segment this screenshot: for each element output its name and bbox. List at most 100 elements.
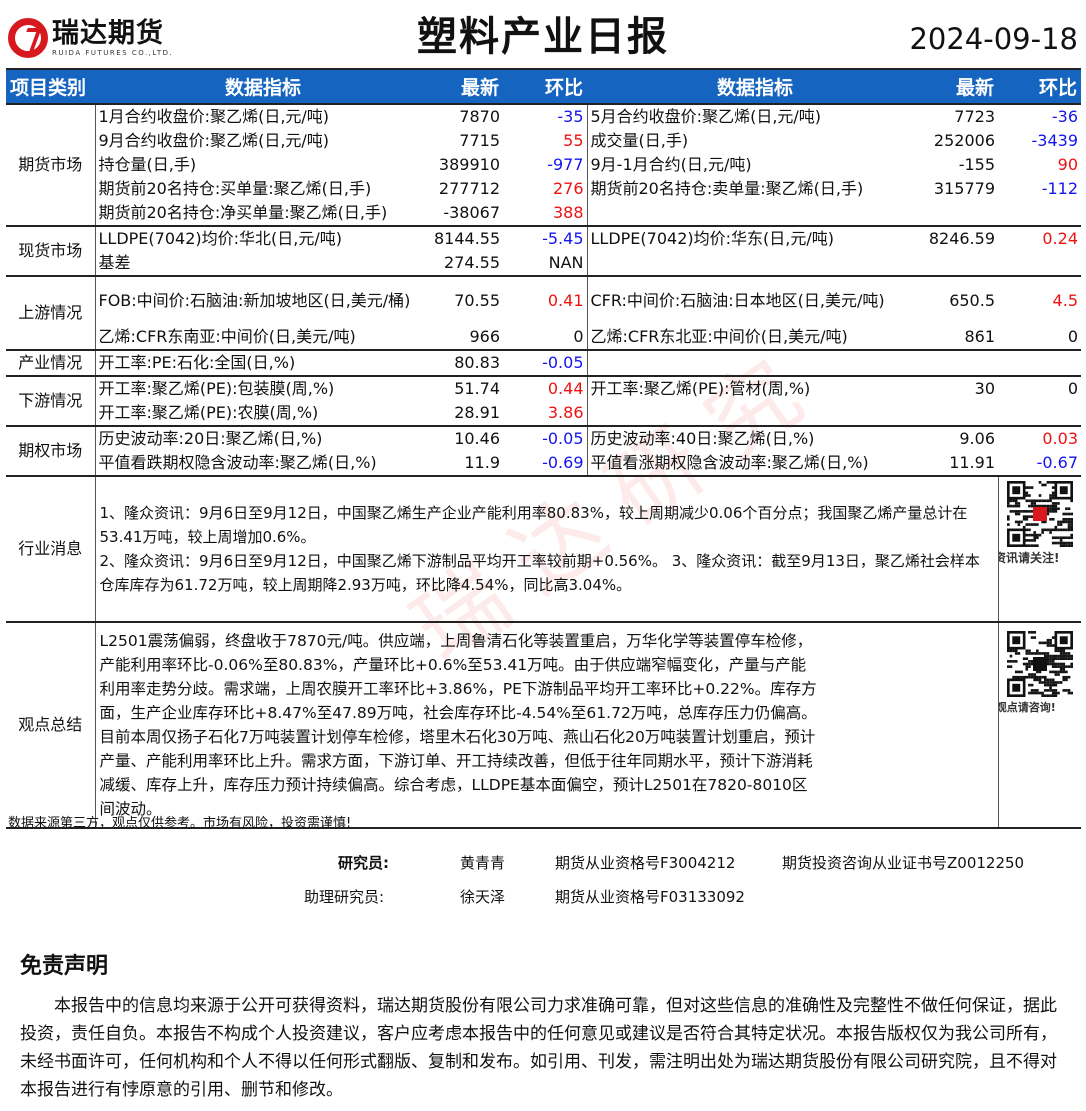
table-row: 期权市场 历史波动率:20日:聚乙烯(日,%) 10.46 -0.05 历史波动率:40… xyxy=(6,425,1081,476)
indicator-value: 11.91 xyxy=(949,453,995,472)
indicator-value: -38067 xyxy=(443,203,500,222)
page-title: 塑料产业日报 xyxy=(417,14,669,60)
researcher-name: 黄青青 xyxy=(460,854,506,872)
indicator-name xyxy=(587,201,923,226)
indicator-change: 388 xyxy=(503,201,588,226)
indicator-value: 11.9 xyxy=(464,453,500,472)
category-cell: 产业情况 xyxy=(6,349,96,376)
indicator-name: 乙烯:CFR东北亚:中间价(日,美元/吨) xyxy=(590,327,848,346)
qr-caption: 更多资讯请关注! xyxy=(998,551,1060,565)
indicator-value: 30 xyxy=(923,375,998,401)
indicator-change xyxy=(998,401,1081,426)
category-cell: 现货市场 xyxy=(6,225,96,276)
logo-cn: 瑞达期货 xyxy=(52,18,164,49)
indicator-value: 966 xyxy=(469,327,500,346)
indicator-change: -36 xyxy=(998,103,1081,129)
table-header: 项目类别 数据指标 最新 环比 数据指标 最新 环比 xyxy=(6,68,1081,104)
indicator-change: 90 xyxy=(1057,155,1078,174)
indicator-change: 0.03 xyxy=(998,425,1081,451)
indicator-value: 28.91 xyxy=(454,403,500,422)
indicator-value: 274.55 xyxy=(444,253,500,272)
indicator-name: 期货前20名持仓:净买单量:聚乙烯(日,手) xyxy=(98,203,388,222)
indicator-value: 70.55 xyxy=(431,275,503,325)
indicator-name xyxy=(587,349,923,376)
summary-row: 观点总结 L2501震荡偏弱，终盘收于7870元/吨。供应端，上周鲁清石化等装置… xyxy=(6,621,1081,829)
assistant-name: 徐天泽 xyxy=(460,888,506,906)
company-logo: 瑞达期货 RUIDA FUTURES CO.,LTD. xyxy=(8,18,173,58)
disclaimer-text: 本报告中的信息均来源于公开可获得资料，瑞达期货股份有限公司力求准确可靠，但对这些… xyxy=(20,996,1057,1100)
indicator-change: NAN xyxy=(503,251,588,276)
indicator-change: 0.41 xyxy=(503,275,588,325)
indicator-value: 7870 xyxy=(431,103,503,129)
indicator-name: 期货前20名持仓:卖单量:聚乙烯(日,手) xyxy=(590,179,864,198)
indicator-value xyxy=(923,349,998,376)
category-cell: 观点总结 xyxy=(6,621,96,829)
indicator-value xyxy=(923,201,998,226)
researcher-consult: 期货投资咨询从业证书号Z0012250 xyxy=(782,854,1025,872)
col-latest: 最新 xyxy=(431,68,503,104)
news-text: 1、隆众资讯：9月6日至9月12日，中国聚乙烯生产企业产能利用率80.83%，较… xyxy=(95,475,999,622)
col-indicator-2: 数据指标 xyxy=(587,68,923,104)
indicator-value: 80.83 xyxy=(431,349,503,376)
indicator-value: 8144.55 xyxy=(431,225,503,251)
indicator-change: 0 xyxy=(1067,327,1078,346)
indicator-name: 9月合约收盘价:聚乙烯(日,元/吨) xyxy=(98,131,330,150)
indicator-name: 历史波动率:40日:聚乙烯(日,%) xyxy=(587,425,923,451)
indicator-name: 开工率:PE:石化:全国(日,%) xyxy=(95,349,431,376)
indicator-change xyxy=(998,349,1081,376)
indicator-change: -35 xyxy=(503,103,588,129)
indicator-change: 0.24 xyxy=(998,225,1081,251)
indicator-name: 5月合约收盘价:聚乙烯(日,元/吨) xyxy=(587,103,923,129)
table-row: 期货市场 1月合约收盘价:聚乙烯(日,元/吨) 7870 -35 5月合约收盘价:聚乙烯… xyxy=(6,103,1081,226)
indicator-name: 9月-1月合约(日,元/吨) xyxy=(590,155,752,174)
data-table: 项目类别 数据指标 最新 环比 数据指标 最新 环比 期货市场 1月合约收盘价:聚… xyxy=(6,68,1081,829)
indicator-change: -0.05 xyxy=(503,349,588,376)
indicator-change: -3439 xyxy=(1031,131,1079,150)
col-change-2: 环比 xyxy=(998,68,1081,104)
indicator-value: 861 xyxy=(964,327,995,346)
qr-caption: 更多观点请咨询! xyxy=(998,701,1056,714)
indicator-value: 7715 xyxy=(459,131,500,150)
table-row: 下游情况 开工率:聚乙烯(PE):包装膜(周,%) 51.74 0.44 开工率:聚乙烯… xyxy=(6,375,1081,426)
indicator-name xyxy=(587,401,923,426)
table-row: 产业情况 开工率:PE:石化:全国(日,%) 80.83 -0.05 xyxy=(6,349,1081,376)
table-row: 期货前20名持仓:净买单量:聚乙烯(日,手) -38067 388 xyxy=(6,201,1081,226)
indicator-name: 持仓量(日,手) xyxy=(98,155,197,174)
qr-code-icon xyxy=(1006,481,1073,547)
indicator-name: LLDPE(7042)均价:华东(日,元/吨) xyxy=(587,225,923,251)
indicator-value: 650.5 xyxy=(923,275,998,325)
news-row: 行业消息 1、隆众资讯：9月6日至9月12日，中国聚乙烯生产企业产能利用率80.… xyxy=(6,475,1081,622)
indicator-name: 平值看涨期权隐含波动率:聚乙烯(日,%) xyxy=(590,453,869,472)
col-change: 环比 xyxy=(503,68,587,104)
indicator-change xyxy=(998,201,1081,226)
table-row: 乙烯:CFR东南亚:中间价(日,美元/吨) 966 0 乙烯:CFR东北亚:中间价(日… xyxy=(6,325,1081,350)
summary-text: L2501震荡偏弱，终盘收于7870元/吨。供应端，上周鲁清石化等装置重启，万华… xyxy=(95,621,999,829)
category-cell: 期权市场 xyxy=(6,425,96,476)
indicator-change: 4.5 xyxy=(998,275,1081,325)
indicator-value xyxy=(923,401,998,426)
table-row: 上游情况 FOB:中间价:石脑油:新加坡地区(日,美元/桶) 70.55 0.41 CF… xyxy=(6,275,1081,350)
indicator-value: 9.06 xyxy=(923,425,998,451)
indicator-value xyxy=(923,251,998,276)
assistant-label: 助理研究员: xyxy=(304,888,385,906)
indicator-change: 3.86 xyxy=(503,401,588,426)
researcher-cert: 期货从业资格号F3004212 xyxy=(555,854,736,872)
wechat-qr-code-icon xyxy=(1006,631,1073,697)
indicator-name: 期货前20名持仓:买单量:聚乙烯(日,手) xyxy=(98,179,372,198)
col-indicator: 数据指标 xyxy=(95,68,431,104)
table-row: 基差 274.55 NAN xyxy=(6,251,1081,276)
disclaimer-title: 免责声明 xyxy=(20,954,109,979)
indicator-value: 10.46 xyxy=(431,425,503,451)
table-row: 开工率:聚乙烯(PE):农膜(周,%) 28.91 3.86 xyxy=(6,401,1081,426)
indicator-name: FOB:中间价:石脑油:新加坡地区(日,美元/桶) xyxy=(95,275,431,325)
indicator-change: -0.67 xyxy=(1036,453,1078,472)
logo-icon xyxy=(8,18,48,58)
category-cell: 下游情况 xyxy=(6,375,96,426)
indicator-name: 历史波动率:20日:聚乙烯(日,%) xyxy=(95,425,431,451)
table-row: 现货市场 LLDPE(7042)均价:华北(日,元/吨) 8144.55 -5.45 L… xyxy=(6,225,1081,276)
category-cell: 上游情况 xyxy=(6,275,96,350)
indicator-value: 389910 xyxy=(438,155,500,174)
indicator-change: 0 xyxy=(503,325,588,350)
indicator-name: 1月合约收盘价:聚乙烯(日,元/吨) xyxy=(95,103,431,129)
indicator-change: 0.44 xyxy=(503,375,588,401)
